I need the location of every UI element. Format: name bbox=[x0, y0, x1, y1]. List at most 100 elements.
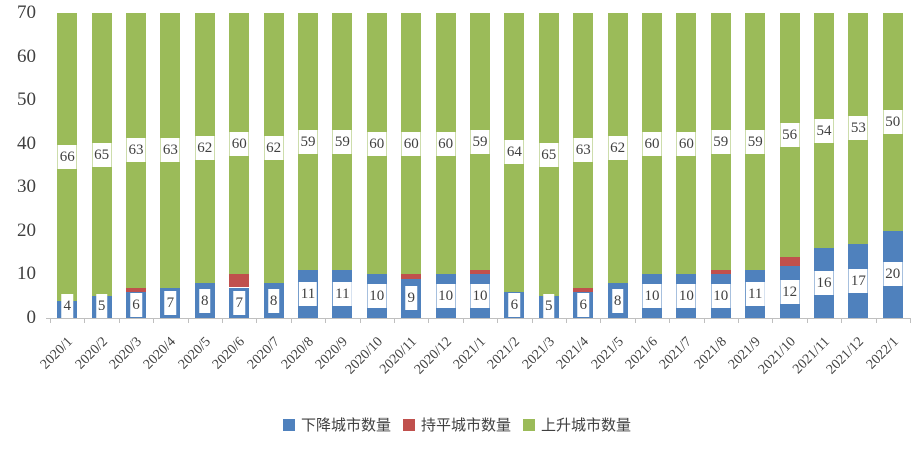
bar-value-label-rising-cities: 63 bbox=[160, 138, 180, 163]
x-axis-tick bbox=[428, 318, 430, 323]
x-axis-tick bbox=[84, 318, 86, 323]
legend-swatch-flat-cities bbox=[402, 418, 415, 431]
bar-segment-flat-cities bbox=[401, 274, 422, 279]
legend-swatch-declining-cities bbox=[282, 418, 295, 431]
y-axis-tick-label: 40 bbox=[17, 132, 36, 154]
bar-value-label-declining-cities: 11 bbox=[298, 282, 318, 307]
x-axis-tick bbox=[187, 318, 189, 323]
x-axis-tick bbox=[462, 318, 464, 323]
x-axis-tick bbox=[359, 318, 361, 323]
bar-value-label-rising-cities: 59 bbox=[332, 129, 352, 154]
bar-segment-flat-cities bbox=[126, 287, 146, 292]
x-axis-tick bbox=[290, 318, 292, 323]
bar-value-label-rising-cities: 62 bbox=[608, 136, 628, 161]
bar-value-label-declining-cities: 8 bbox=[611, 288, 624, 313]
bar-value-label-declining-cities: 10 bbox=[367, 284, 387, 309]
bar-value-label-rising-cities: 60 bbox=[676, 131, 696, 156]
x-axis-tick bbox=[875, 318, 877, 323]
bar-value-label-declining-cities: 7 bbox=[233, 290, 245, 315]
x-axis-tick bbox=[738, 318, 739, 323]
x-axis-tick bbox=[153, 318, 155, 323]
bar-value-label-rising-cities: 59 bbox=[298, 129, 318, 154]
bar-value-label-declining-cities: 8 bbox=[267, 288, 280, 313]
bar-value-label-declining-cities: 17 bbox=[848, 268, 868, 293]
x-axis-tick bbox=[497, 318, 499, 323]
bar-value-label-declining-cities: 20 bbox=[883, 262, 903, 287]
bar-value-label-rising-cities: 60 bbox=[401, 131, 421, 156]
x-axis-tick bbox=[50, 318, 51, 323]
y-axis-tick-label: 0 bbox=[26, 307, 37, 329]
x-axis-tick bbox=[394, 318, 395, 323]
legend-swatch-rising-cities bbox=[523, 418, 535, 431]
bar-value-label-rising-cities: 60 bbox=[436, 131, 456, 156]
legend-item-flat-cities: 持平城市数量 bbox=[402, 414, 511, 435]
bar-value-label-rising-cities: 63 bbox=[126, 138, 146, 163]
x-axis-tick bbox=[703, 318, 705, 323]
x-axis-tick bbox=[256, 318, 258, 323]
x-axis-tick bbox=[531, 318, 533, 323]
bar-value-label-declining-cities: 6 bbox=[130, 292, 142, 317]
x-axis-tick bbox=[772, 318, 774, 323]
legend-label-flat-cities: 持平城市数量 bbox=[420, 418, 511, 434]
bar-value-label-declining-cities: 10 bbox=[676, 284, 696, 309]
bar-value-label-declining-cities: 6 bbox=[577, 292, 589, 317]
bar-value-label-rising-cities: 60 bbox=[642, 131, 662, 156]
x-axis-tick bbox=[222, 318, 223, 323]
bar-value-label-declining-cities: 4 bbox=[61, 294, 73, 318]
bar-value-label-rising-cities: 60 bbox=[229, 131, 249, 156]
bar-value-label-declining-cities: 5 bbox=[543, 294, 555, 318]
bar-value-label-rising-cities: 59 bbox=[745, 129, 765, 154]
bar-value-label-rising-cities: 50 bbox=[883, 109, 903, 134]
legend-item-rising-cities: 上升城市数量 bbox=[523, 414, 631, 435]
bar-value-label-rising-cities: 64 bbox=[504, 140, 524, 165]
bar-value-label-rising-cities: 65 bbox=[92, 142, 112, 167]
bar-value-label-rising-cities: 54 bbox=[814, 118, 834, 143]
y-axis-tick-label: 20 bbox=[17, 219, 36, 241]
bar-value-label-rising-cities: 62 bbox=[195, 136, 215, 161]
bar-value-label-declining-cities: 8 bbox=[199, 288, 211, 313]
bar-value-label-declining-cities: 5 bbox=[95, 294, 108, 318]
bar-value-label-declining-cities: 10 bbox=[470, 284, 490, 309]
chart-legend: 下降城市数量 持平城市数量 上升城市数量 bbox=[0, 414, 914, 435]
x-axis-tick bbox=[841, 318, 843, 323]
legend-label-rising-cities: 上升城市数量 bbox=[541, 418, 632, 434]
bar-value-label-declining-cities: 7 bbox=[164, 290, 177, 315]
x-axis-tick bbox=[325, 318, 327, 323]
bar-value-label-declining-cities: 9 bbox=[405, 286, 417, 311]
bar-value-label-declining-cities: 16 bbox=[814, 271, 834, 296]
bar-value-label-declining-cities: 12 bbox=[780, 279, 800, 304]
x-axis-tick bbox=[910, 318, 911, 323]
bar-segment-flat-cities bbox=[573, 287, 594, 292]
x-axis-tick bbox=[806, 318, 808, 323]
bar-value-label-rising-cities: 60 bbox=[367, 131, 387, 156]
bar-value-label-declining-cities: 11 bbox=[745, 282, 765, 307]
bar-value-label-rising-cities: 56 bbox=[780, 123, 800, 147]
legend-item-declining-cities: 下降城市数量 bbox=[282, 414, 391, 435]
x-axis-tick bbox=[669, 318, 671, 323]
x-axis-tick bbox=[634, 318, 636, 323]
bar-segment-flat-cities bbox=[779, 257, 800, 266]
y-axis-tick-label: 30 bbox=[17, 176, 36, 198]
x-axis-tick bbox=[600, 318, 602, 323]
bar-value-label-declining-cities: 11 bbox=[333, 282, 352, 307]
bar-value-label-rising-cities: 53 bbox=[848, 116, 868, 141]
y-axis-tick-label: 50 bbox=[17, 89, 36, 111]
bar-value-label-rising-cities: 59 bbox=[470, 129, 490, 154]
bar-value-label-rising-cities: 59 bbox=[711, 129, 731, 154]
bar-value-label-declining-cities: 10 bbox=[711, 284, 731, 309]
y-axis-tick-label: 70 bbox=[17, 2, 36, 24]
bar-segment-flat-cities bbox=[229, 274, 250, 288]
bar-value-label-rising-cities: 63 bbox=[573, 138, 593, 163]
x-axis-tick bbox=[118, 318, 120, 323]
bar-segment-flat-cities bbox=[470, 270, 490, 275]
legend-label-declining-cities: 下降城市数量 bbox=[300, 418, 391, 434]
bar-value-label-rising-cities: 65 bbox=[539, 142, 559, 167]
x-axis-line bbox=[46, 318, 910, 319]
y-axis-tick-label: 10 bbox=[17, 263, 36, 285]
bar-value-label-rising-cities: 66 bbox=[57, 144, 77, 169]
x-axis-tick bbox=[566, 318, 567, 323]
bar-value-label-declining-cities: 10 bbox=[436, 284, 456, 309]
y-axis-tick-label: 60 bbox=[17, 45, 36, 67]
